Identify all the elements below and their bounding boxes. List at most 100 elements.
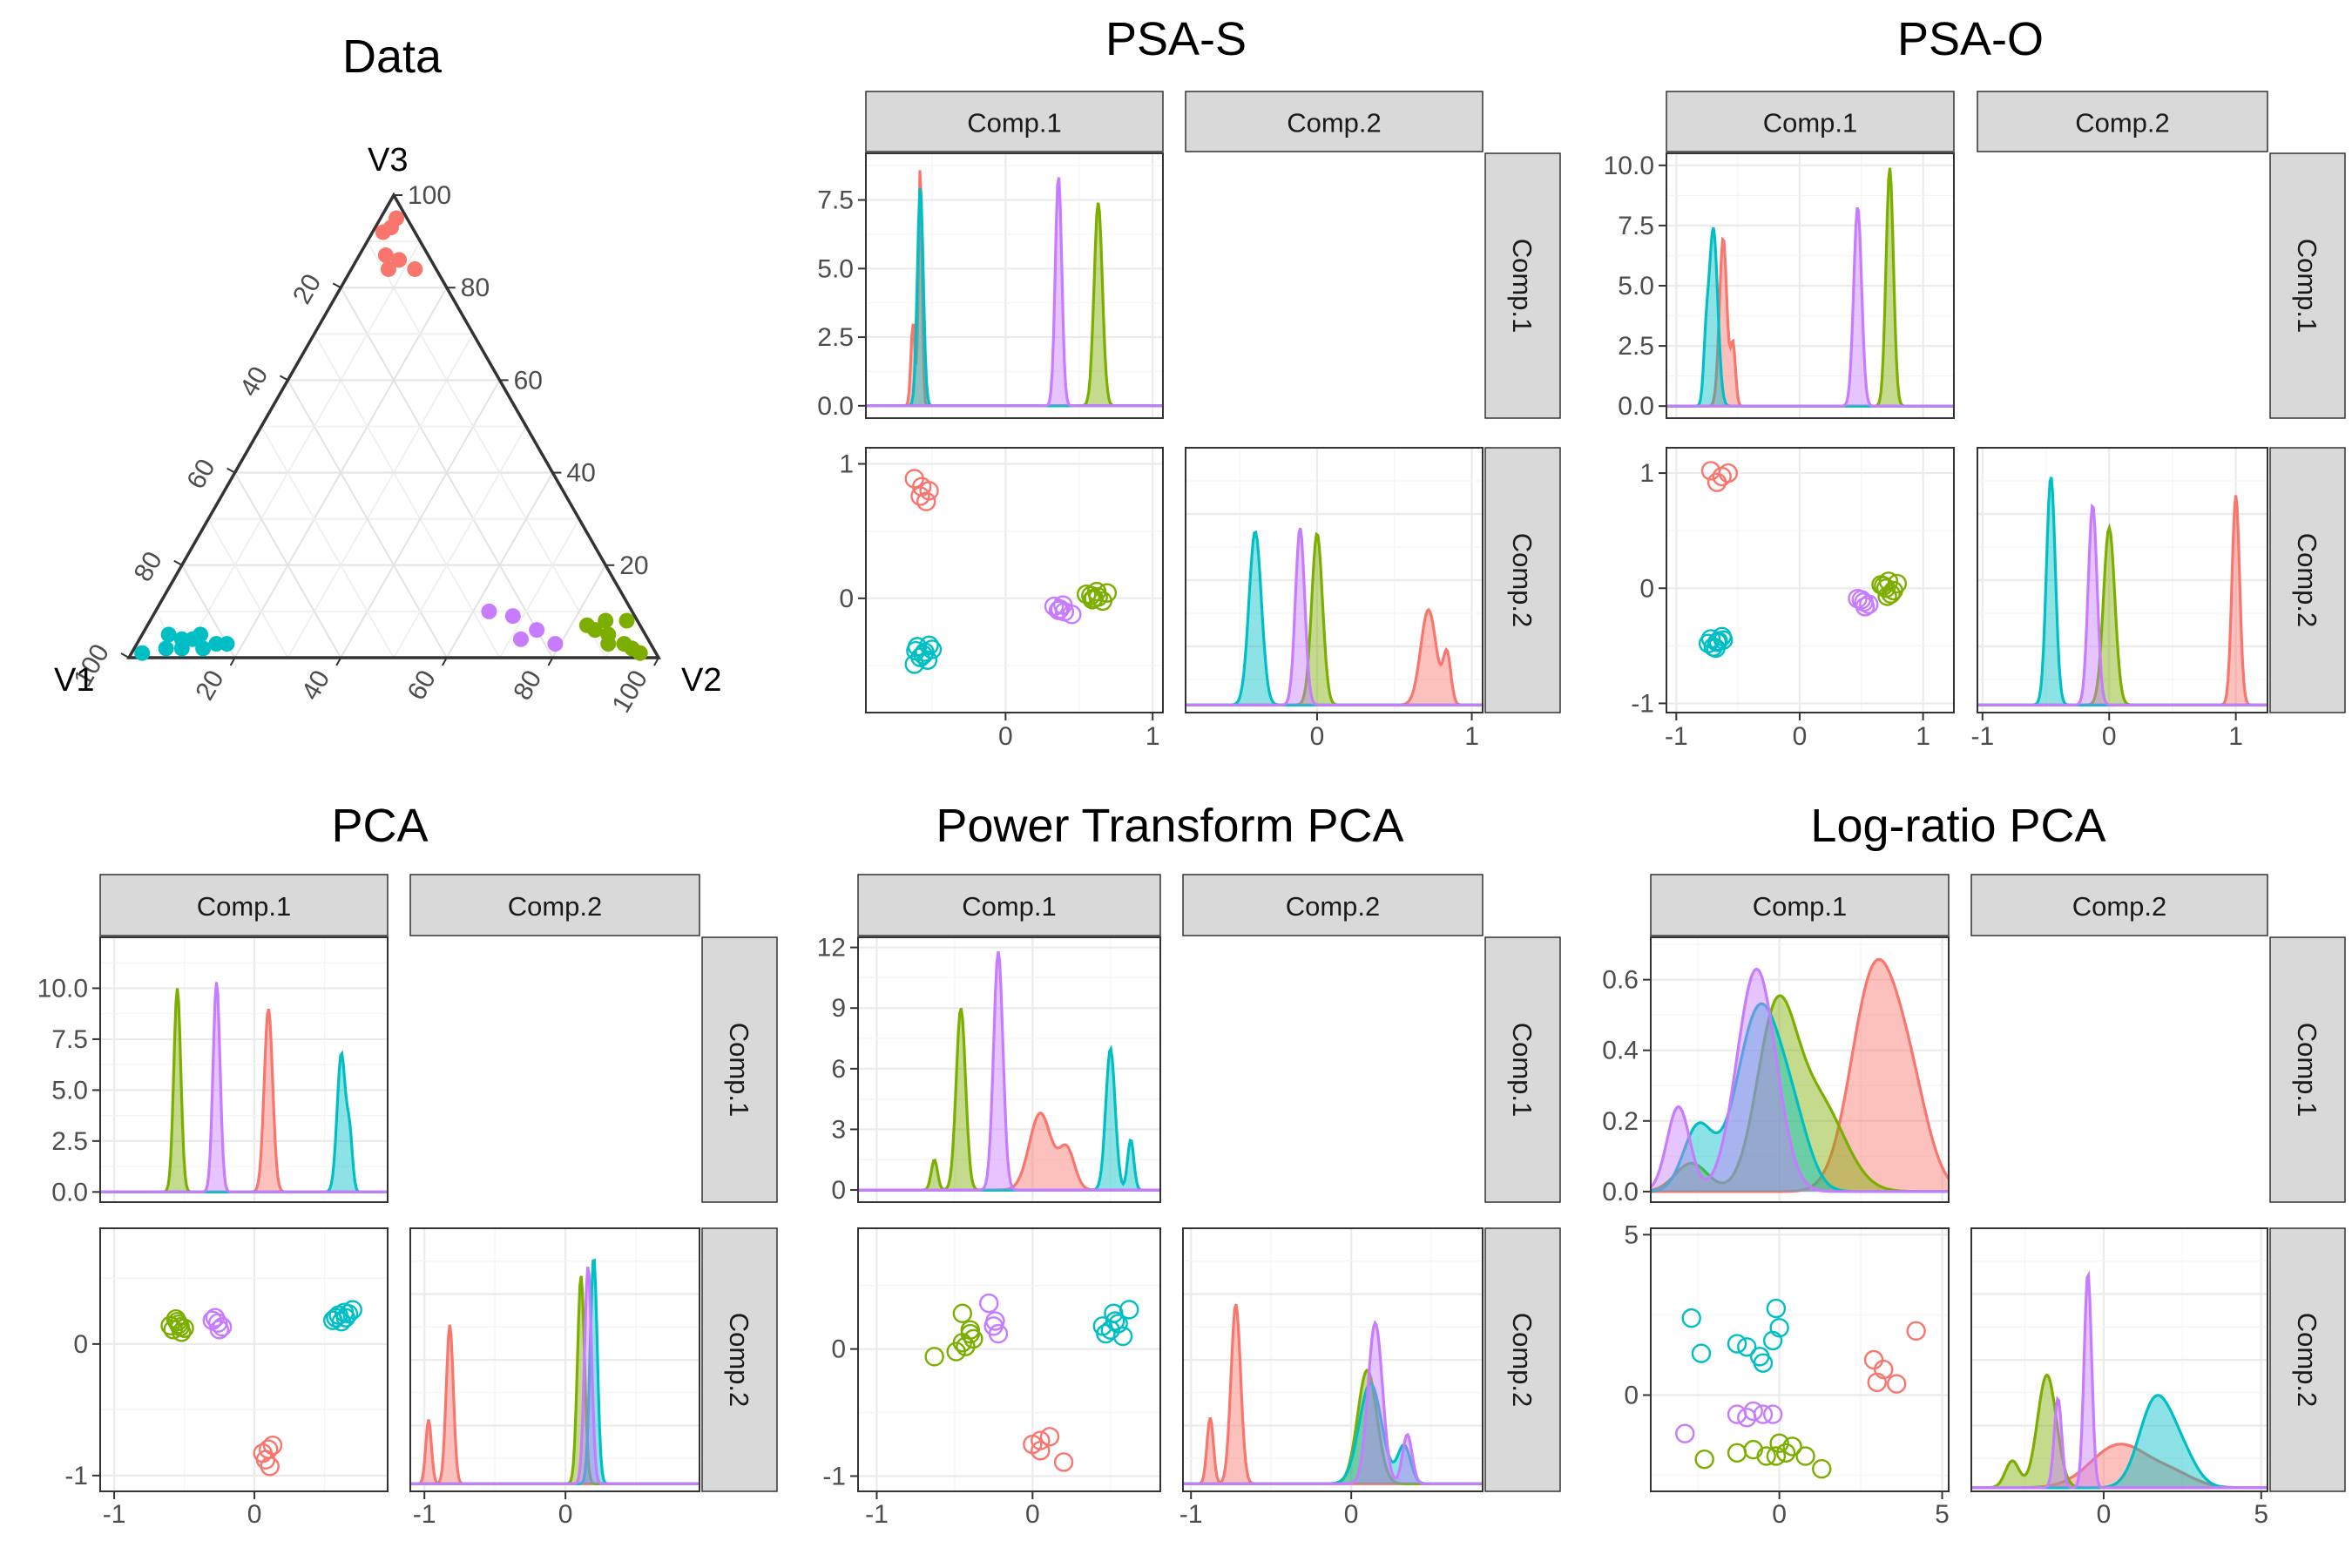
y-tick-label: 7.5 (817, 186, 854, 215)
pairs-plot: Comp.1 Comp.2 Comp.1 Comp.2 0.0 0.2 0.4 0.6 0 5 0 5… (1602, 874, 2346, 1529)
x-tick-label: 1 (1146, 722, 1160, 751)
strip-top (1182, 874, 1484, 936)
ternary-gridline (207, 518, 289, 659)
ternary-grid (154, 240, 633, 659)
vertex-label-v1: V1 (54, 662, 94, 699)
ternary-tick (229, 657, 236, 666)
x-tick-label: 0 (998, 722, 1013, 751)
panel-frame (1970, 1227, 2268, 1492)
density-area (858, 1049, 1160, 1191)
pairs-plot: Comp.1 Comp.2 Comp.1 Comp.2 0.0 2.5 5.0 7.5 10.0… (1604, 91, 2346, 751)
panel-psa-s: PSA-S Comp.1 Comp.2 Comp.1 Comp.2 0.0 2.5 5.0 7… (817, 13, 1561, 751)
vertex-label-v2: V2 (681, 662, 721, 699)
density-area (1971, 1443, 2268, 1488)
density-line (100, 982, 388, 1193)
panel-frame (99, 936, 389, 1203)
strip-label: Comp.2 (1287, 108, 1382, 139)
y-tick-label: -1 (1631, 689, 1654, 718)
scatter-point (1031, 1441, 1051, 1461)
ternary-point (547, 636, 564, 652)
strip-right (2269, 152, 2346, 419)
scatter-point (1053, 1452, 1074, 1472)
x-tick-label: 1 (1916, 722, 1930, 751)
x-tick-label: -1 (865, 1500, 889, 1529)
ternary-gridline (233, 472, 342, 659)
scatter-point (1737, 1408, 1757, 1428)
panel-title: Power Transform PCA (936, 800, 1403, 852)
strip-right (1484, 1227, 1561, 1492)
ternary-tick (335, 657, 342, 666)
scatter-point (170, 1317, 190, 1337)
y-tick-label: 0.2 (1602, 1107, 1639, 1136)
ternary-point (158, 640, 174, 657)
scatter-point (342, 1300, 362, 1320)
strip-right (701, 936, 778, 1203)
y-tick-label: 10.0 (1604, 152, 1654, 180)
strip-label: Comp.1 (967, 108, 1062, 139)
pairs-plot: Comp.1 Comp.2 Comp.1 Comp.2 0 3 6 9 12 -1 0 -1 0 -1 0 (817, 874, 1561, 1529)
strip-right (1484, 936, 1561, 1203)
ternary-tick (226, 467, 236, 474)
scatter-point (1706, 638, 1726, 659)
panel-pca: PCA Comp.1 Comp.2 Comp.1 Comp.2 0.0 2.5 5.0 7.5… (37, 800, 778, 1529)
strip-top (1185, 91, 1484, 152)
scatter-point (1039, 1427, 1060, 1447)
ternary-point (219, 636, 235, 652)
scatter-point (946, 1342, 966, 1362)
strip-top (865, 91, 1164, 152)
strip-right (1484, 152, 1561, 419)
scatter-point (1775, 1443, 1796, 1463)
ternary-point (598, 612, 614, 629)
scatter-point (1756, 1446, 1776, 1466)
panel-frame (1666, 447, 1955, 713)
panel-frame (865, 152, 1164, 419)
strip-label: Comp.1 (2292, 239, 2322, 334)
ternary-tick-label-v3: 100 (408, 181, 451, 210)
density-area (1666, 240, 1954, 407)
scatter-point (1694, 1449, 1714, 1470)
ternary-frame (125, 192, 662, 659)
y-tick-label: 6 (831, 1055, 846, 1084)
scatter-point (1737, 1337, 1757, 1357)
ternary-tick (441, 657, 448, 666)
y-tick-label: 7.5 (1618, 212, 1654, 240)
ternary-point (380, 260, 396, 277)
x-tick-label: -1 (1970, 722, 1994, 751)
scatter-point (916, 491, 936, 511)
strip-top (1666, 91, 1955, 152)
scatter-point (1887, 573, 1908, 594)
ternary-tick (120, 652, 130, 659)
scatter-point (1812, 1459, 1832, 1479)
strip-top (1977, 91, 2268, 152)
scatter-point (1108, 1314, 1128, 1334)
ternary-tick (279, 375, 288, 382)
panel-frame (1650, 1227, 1950, 1492)
scatter-point (1762, 1404, 1783, 1424)
x-tick-label: 0 (247, 1500, 262, 1529)
ternary-tick (547, 657, 554, 666)
y-tick-label: -1 (64, 1462, 88, 1490)
panel-frame (1185, 447, 1484, 713)
ternary-tick-label-v3: 80 (461, 274, 490, 302)
y-tick-label: 7.5 (51, 1025, 88, 1054)
density-line (1651, 957, 1950, 1193)
panel-frame (1650, 936, 1950, 1203)
strip-label: Comp.1 (1753, 891, 1848, 922)
density-area (1651, 959, 1949, 1192)
scatter-point (1769, 1433, 1789, 1453)
panel-frame (857, 936, 1161, 1203)
ternary-gridline (180, 240, 422, 659)
scatter-point (1707, 472, 1727, 492)
pairs-plot: Comp.1 Comp.2 Comp.1 Comp.2 0.0 2.5 5.0 7.5 0 1 0 1… (817, 91, 1561, 751)
density-area (1971, 1375, 2268, 1488)
density-area (1977, 476, 2268, 706)
scatter-point (1855, 597, 1876, 617)
x-tick-label: 5 (2254, 1500, 2268, 1529)
scatter-point (209, 1320, 230, 1340)
ternary-point (600, 636, 617, 652)
panel-title: PSA-O (1897, 13, 2044, 65)
density-line (1971, 1270, 2268, 1490)
scatter-point (1876, 578, 1896, 598)
